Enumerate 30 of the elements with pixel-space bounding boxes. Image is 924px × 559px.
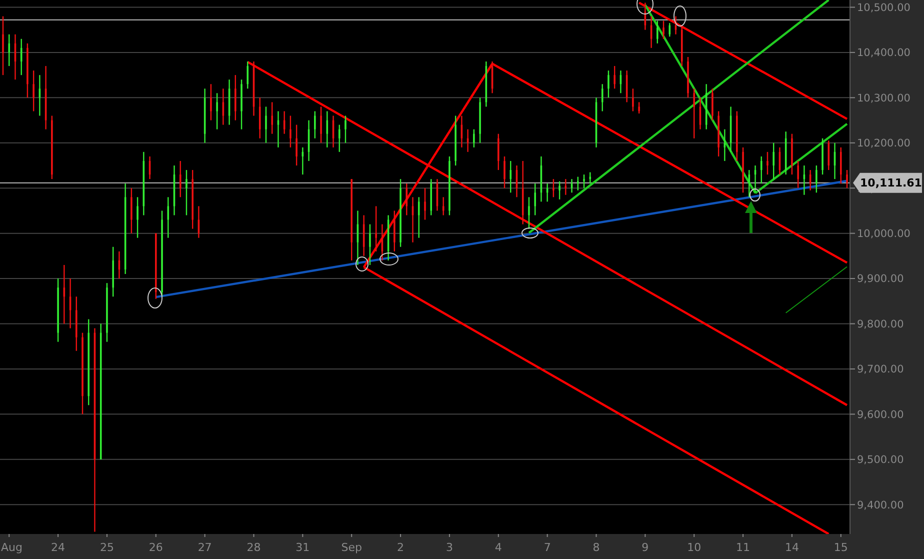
- y-tick-label: 10,000.00: [857, 228, 910, 240]
- y-tick-label: 9,400.00: [857, 499, 904, 512]
- y-tick-label: 10,300.00: [857, 92, 910, 104]
- x-tick-label: 8: [592, 541, 600, 554]
- y-tick-label: 10,200.00: [857, 138, 910, 150]
- x-tick-label: 26: [148, 541, 163, 554]
- y-tick-label: 10,400.00: [857, 47, 910, 60]
- x-tick-label: 11: [736, 541, 750, 554]
- x-tick-label: 24: [51, 541, 66, 554]
- x-tick-label: 14: [784, 541, 799, 554]
- x-tick-label: 31: [296, 541, 310, 554]
- x-tick-label: Sep: [341, 541, 362, 554]
- x-tick-label: 27: [198, 541, 212, 554]
- y-tick-label: 9,700.00: [857, 364, 904, 376]
- x-tick-label: 28: [246, 541, 261, 554]
- y-tick-label: 9,900.00: [857, 273, 904, 286]
- x-tick-label: 7: [544, 541, 551, 554]
- ref-line-label: 10,111.61: [860, 176, 922, 190]
- x-tick-label: Aug: [1, 541, 22, 554]
- y-tick-label: 9,500.00: [857, 454, 904, 466]
- x-tick-label: 3: [446, 541, 453, 554]
- x-tick-label: 15: [834, 541, 848, 554]
- x-tick-label: 9: [642, 541, 649, 554]
- x-tick-label: 2: [397, 541, 404, 554]
- y-tick-label: 9,600.00: [857, 408, 904, 421]
- x-tick-label: 4: [494, 541, 502, 554]
- x-tick-label: 10: [687, 541, 702, 554]
- y-tick-label: 10,500.00: [857, 2, 910, 14]
- x-tick-label: 25: [100, 541, 114, 554]
- y-tick-label: 9,800.00: [857, 318, 904, 330]
